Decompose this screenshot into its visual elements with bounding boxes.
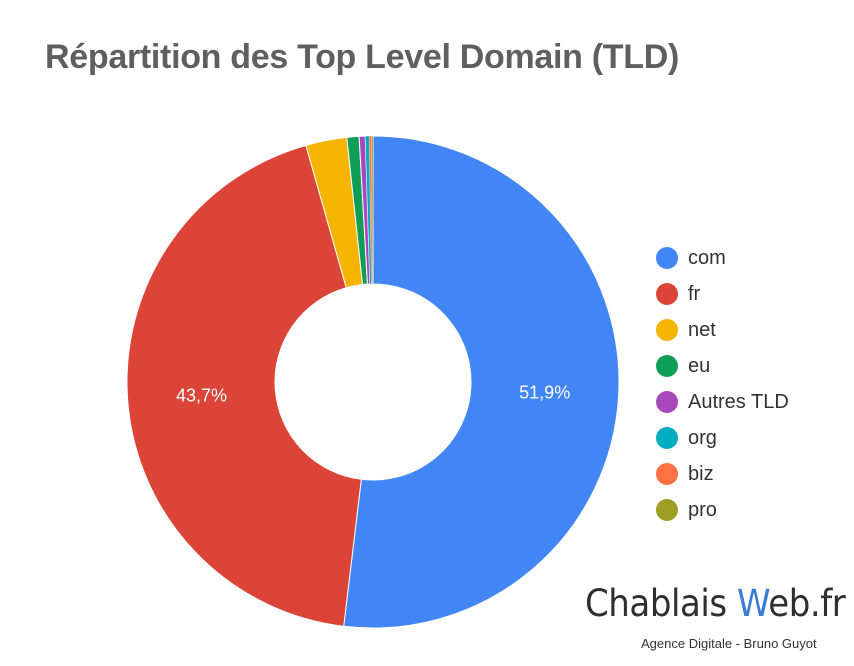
logo-name-start: Chablais xyxy=(585,582,738,625)
legend-swatch xyxy=(656,499,678,521)
legend-item: org xyxy=(656,420,789,456)
legend-label: Autres TLD xyxy=(688,390,789,413)
legend-label: fr xyxy=(688,282,701,305)
slice-com xyxy=(343,135,620,629)
legend-label: net xyxy=(688,318,716,341)
chablais-web-logo: Chablais Web.fr Agence Digitale - Bruno … xyxy=(585,582,846,656)
chart-legend: com fr net eu Autres TLD org biz pro xyxy=(656,240,789,528)
slice-fr xyxy=(126,144,362,627)
legend-item: eu xyxy=(656,348,789,384)
legend-swatch xyxy=(656,247,678,269)
logo-name-end: eb.fr xyxy=(768,582,846,625)
legend-item: com xyxy=(656,240,789,276)
chart-title: Répartition des Top Level Domain (TLD) xyxy=(45,38,680,76)
legend-item: net xyxy=(656,312,789,348)
legend-swatch xyxy=(656,355,678,377)
logo-tagline: Agence Digitale - Bruno Guyot xyxy=(641,636,817,651)
legend-item: fr xyxy=(656,276,789,312)
legend-item: pro xyxy=(656,492,789,528)
legend-label: pro xyxy=(688,498,717,521)
legend-swatch xyxy=(656,427,678,449)
legend-label: eu xyxy=(688,354,711,377)
logo-wordmark: Chablais Web.fr xyxy=(585,582,846,625)
legend-swatch xyxy=(656,463,678,485)
legend-label: org xyxy=(688,426,717,449)
legend-label: com xyxy=(688,246,726,269)
legend-item: biz xyxy=(656,456,789,492)
legend-swatch xyxy=(656,283,678,305)
legend-swatch xyxy=(656,319,678,341)
legend-label: biz xyxy=(688,462,714,485)
data-label-com: 51,9% xyxy=(519,382,570,402)
legend-swatch xyxy=(656,391,678,413)
legend-item: Autres TLD xyxy=(656,384,789,420)
logo-w-mark: W xyxy=(737,582,769,625)
slice-pro xyxy=(371,135,374,285)
data-label-fr: 43,7% xyxy=(176,385,227,405)
